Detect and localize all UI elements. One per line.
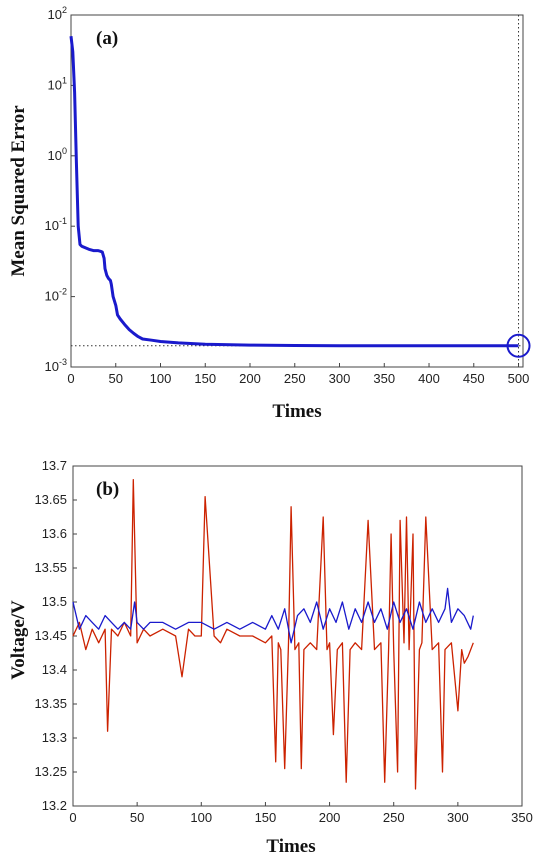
panel-a-best-marker xyxy=(506,333,531,358)
panel-a-y-axis-label: Mean Squared Error xyxy=(8,105,29,277)
panel-a-plot-area xyxy=(70,14,524,368)
panel-b-x-tick-label: 350 xyxy=(511,810,533,825)
panel-a-x-tick-label: 150 xyxy=(194,371,216,386)
panel-a-x-tick-label: 250 xyxy=(284,371,306,386)
panel-a-x-tick-label: 100 xyxy=(150,371,172,386)
panel-a-mse-line xyxy=(69,36,519,348)
panel-b-y-tick-label: 13.25 xyxy=(34,764,67,779)
panel-b-y-tick-label: 13.5 xyxy=(42,594,67,609)
panel-b-y-tick-label: 13.45 xyxy=(34,628,67,643)
panel-a-x-tick-label: 400 xyxy=(418,371,440,386)
panel-b-ticks: 0 50 100 150 200 250 300 350 13.2 13.25 13.3 13.35 1… xyxy=(34,458,532,825)
panel-b-x-tick-label: 50 xyxy=(130,810,144,825)
panel-b-y-tick-label: 13.4 xyxy=(42,662,67,677)
panel-b-x-tick-label: 100 xyxy=(190,810,212,825)
panel-a-x-tick-label: 0 xyxy=(67,371,74,386)
panel-a-y-tick-label: 10-1 xyxy=(45,216,67,233)
panel-b-label: (b) xyxy=(96,479,119,500)
panel-b-y-axis-label: Voltage/V xyxy=(8,600,29,680)
panel-a-x-tick-label: 500 xyxy=(508,371,530,386)
panel-b-red-series xyxy=(72,478,474,790)
panel-b-x-tick-label: 200 xyxy=(319,810,341,825)
panel-a-x-tick-label: 450 xyxy=(463,371,485,386)
panel-a-label: (a) xyxy=(96,28,118,49)
panel-a: (a) Times Mean Squared Error 0 50 100 150 20… xyxy=(8,5,531,422)
panel-b-blue-series xyxy=(72,587,474,644)
panel-b-y-tick-label: 13.7 xyxy=(42,458,67,473)
panel-b-y-tick-label: 13.55 xyxy=(34,560,67,575)
panel-a-ticks: 0 50 100 150 200 250 300 350 400 450 500 10-3 10-2 10… xyxy=(45,5,530,386)
panel-a-y-tick-label: 10-3 xyxy=(45,357,67,374)
panel-b-y-tick-label: 13.3 xyxy=(42,730,67,745)
panel-b-y-tick-label: 13.6 xyxy=(42,526,67,541)
panel-a-x-tick-label: 350 xyxy=(373,371,395,386)
panel-a-y-tick-label: 100 xyxy=(48,146,67,163)
panel-b-x-tick-label: 250 xyxy=(383,810,405,825)
panel-a-x-tick-label: 300 xyxy=(329,371,351,386)
panel-a-y-tick-label: 102 xyxy=(48,5,67,22)
panel-a-y-tick-label: 10-2 xyxy=(45,287,67,304)
panel-b-y-tick-label: 13.35 xyxy=(34,696,67,711)
panel-b-x-tick-label: 0 xyxy=(69,810,76,825)
panel-b: (b) Times Voltage/V 0 50 100 150 200 250 300 35… xyxy=(8,458,533,857)
panel-b-y-tick-label: 13.2 xyxy=(42,798,67,813)
panel-a-x-tick-label: 200 xyxy=(239,371,261,386)
panel-b-x-tick-label: 300 xyxy=(447,810,469,825)
panel-b-x-axis-label: Times xyxy=(266,836,315,857)
panel-a-x-tick-label: 50 xyxy=(109,371,123,386)
panel-b-x-tick-label: 150 xyxy=(255,810,277,825)
panel-b-series xyxy=(72,478,474,790)
panel-a-y-tick-label: 101 xyxy=(48,75,67,92)
panel-b-y-tick-label: 13.65 xyxy=(34,492,67,507)
panel-a-series xyxy=(69,15,531,367)
panel-a-x-axis-label: Times xyxy=(272,401,321,422)
